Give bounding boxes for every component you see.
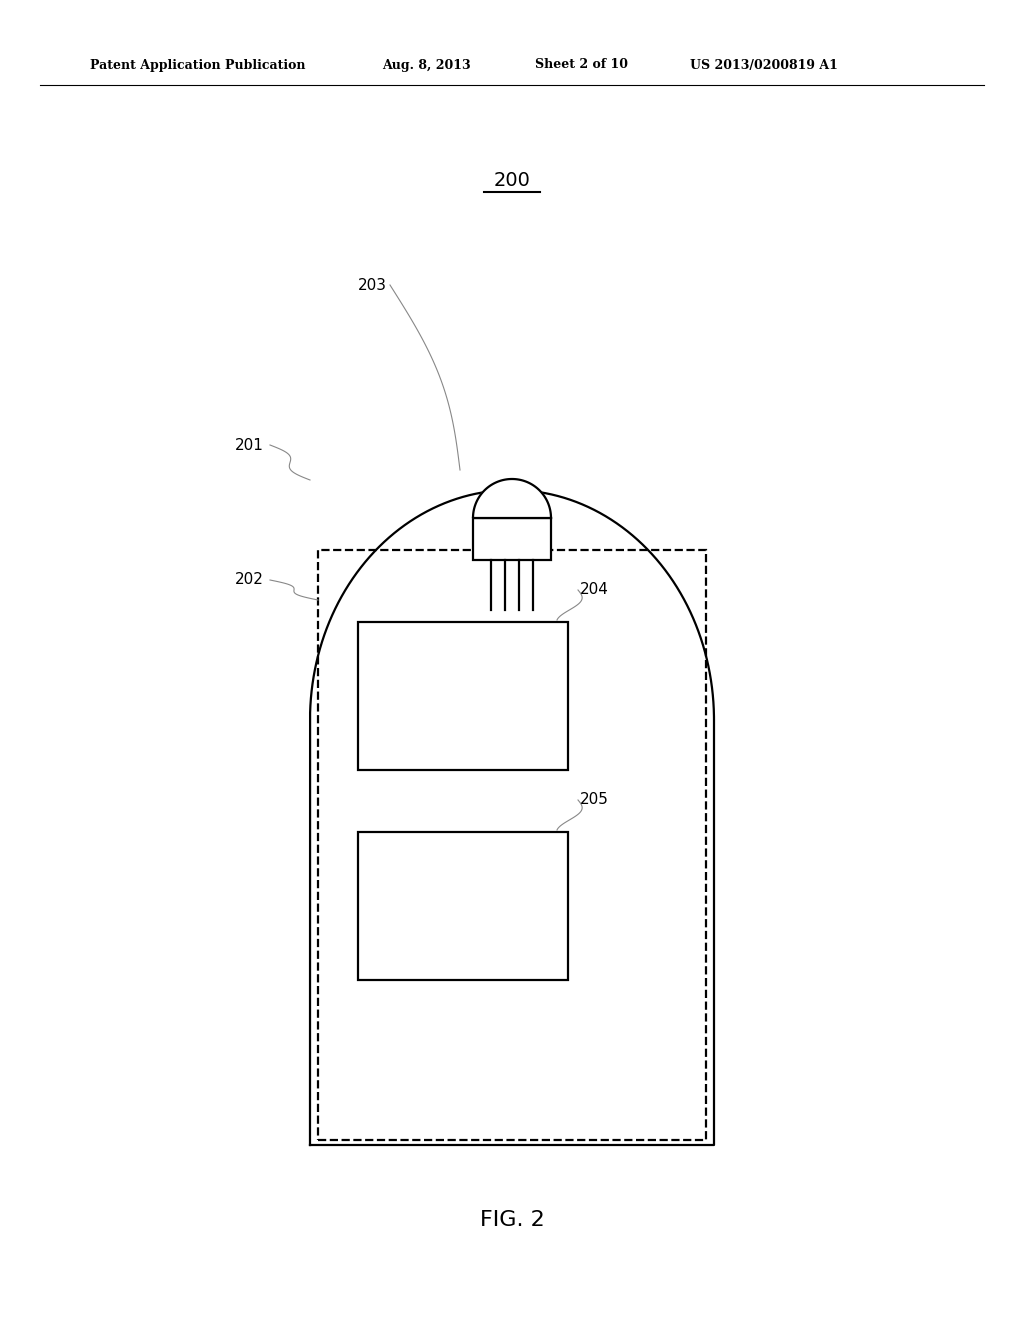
Text: Patent Application Publication: Patent Application Publication xyxy=(90,58,305,71)
Bar xyxy=(358,832,568,979)
Text: 203: 203 xyxy=(358,277,387,293)
Text: 202: 202 xyxy=(234,573,264,587)
Text: Sheet 2 of 10: Sheet 2 of 10 xyxy=(535,58,628,71)
Bar xyxy=(473,517,551,560)
Text: 200: 200 xyxy=(494,172,530,190)
Text: US 2013/0200819 A1: US 2013/0200819 A1 xyxy=(690,58,838,71)
Polygon shape xyxy=(473,479,551,517)
Text: Aug. 8, 2013: Aug. 8, 2013 xyxy=(382,58,471,71)
Text: FIG. 2: FIG. 2 xyxy=(479,1210,545,1230)
Bar xyxy=(358,622,568,770)
Text: 201: 201 xyxy=(234,437,264,453)
Text: 204: 204 xyxy=(580,582,609,598)
Text: 205: 205 xyxy=(580,792,609,808)
Bar xyxy=(318,550,706,1140)
